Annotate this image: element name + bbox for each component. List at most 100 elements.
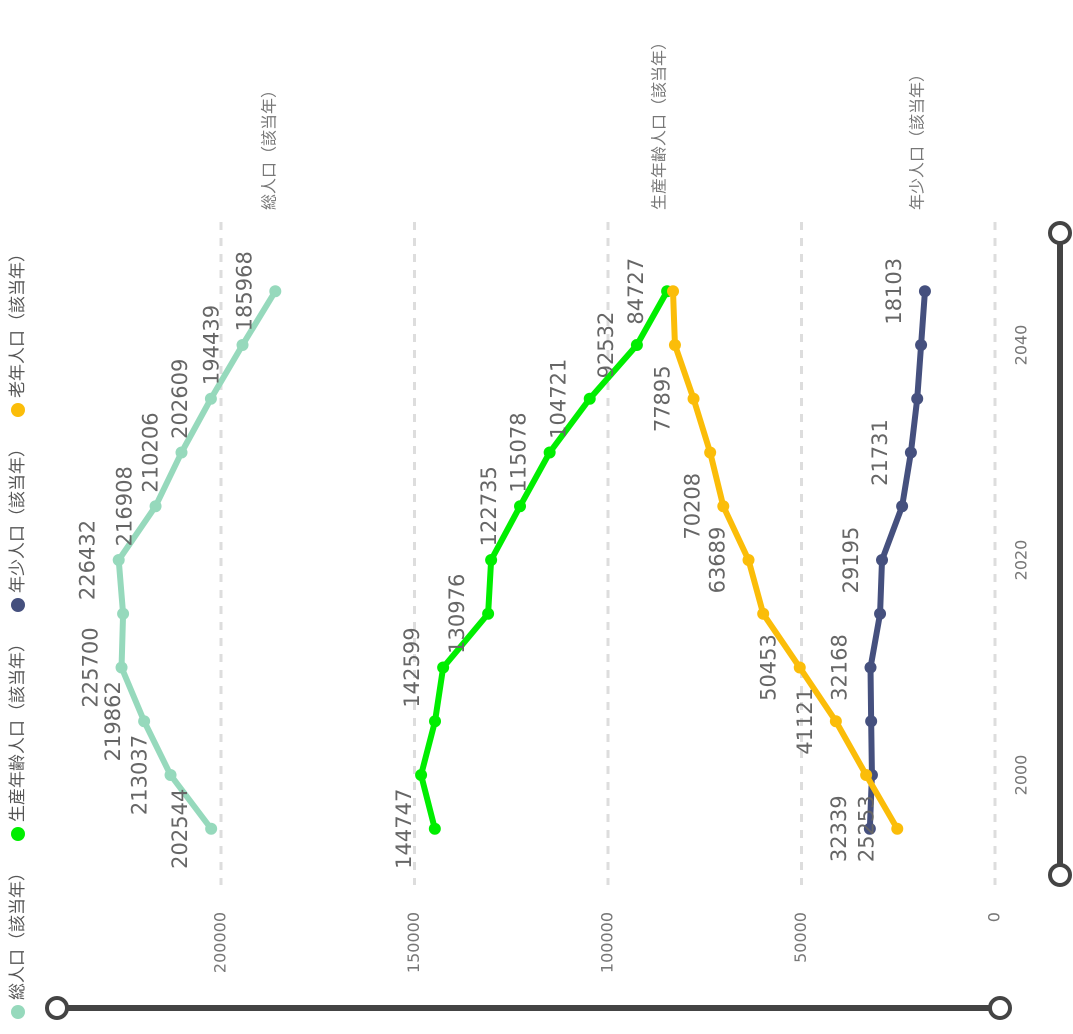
data-label: 70208	[680, 473, 704, 540]
data-point	[543, 446, 556, 459]
legend-label: 年少人口（該当年）	[8, 440, 28, 593]
data-label: 144747	[392, 789, 416, 869]
slider-handle[interactable]	[1048, 863, 1072, 887]
data-point	[915, 339, 928, 351]
y-tick-label: 0	[985, 912, 1004, 922]
data-point	[874, 607, 887, 620]
data-label: 219862	[101, 681, 125, 761]
data-label: 194439	[200, 305, 224, 385]
data-point	[115, 661, 128, 674]
data-point	[514, 500, 527, 513]
legend-item: 生産年齢人口（該当年）	[8, 635, 28, 841]
slider-handle[interactable]	[1048, 221, 1072, 245]
legend-marker	[11, 1005, 25, 1019]
data-point	[742, 554, 755, 566]
data-point	[630, 339, 643, 351]
data-point	[904, 446, 917, 459]
y-tick-label: 100000	[598, 912, 617, 973]
data-label: 32168	[828, 634, 852, 701]
data-point	[793, 661, 806, 674]
data-label: 21731	[868, 419, 892, 486]
data-point	[437, 661, 450, 674]
data-point	[428, 822, 441, 835]
data-label: 92532	[594, 312, 618, 379]
data-label: 63689	[706, 527, 730, 594]
data-label: 225700	[79, 627, 103, 707]
data-point	[138, 715, 151, 728]
data-label: 18103	[882, 258, 906, 325]
data-label: 32339	[827, 795, 851, 862]
legend-item: 総人口（該当年）	[8, 864, 28, 1019]
slider-handle[interactable]	[45, 996, 69, 1020]
legend-label: 総人口（該当年）	[8, 864, 28, 1000]
data-point	[829, 715, 842, 728]
data-point	[891, 822, 904, 835]
data-point	[482, 607, 495, 620]
data-point	[717, 500, 730, 513]
legend-label: 老年人口（該当年）	[8, 245, 28, 398]
x-tick-label: 2040	[1012, 325, 1031, 366]
data-point	[864, 661, 877, 674]
data-point	[911, 392, 924, 405]
data-point	[164, 769, 177, 781]
data-point	[667, 285, 680, 298]
legend-marker	[11, 827, 25, 841]
data-point	[485, 554, 498, 566]
y-tick-label: 200000	[211, 912, 230, 973]
data-label: 84727	[624, 258, 648, 325]
data-label: 213037	[128, 735, 152, 815]
legend-item: 年少人口（該当年）	[8, 440, 28, 612]
data-point	[117, 607, 130, 620]
data-point	[757, 607, 770, 620]
legend-marker	[11, 598, 25, 612]
data-label: 210206	[139, 412, 163, 492]
data-label: 29195	[839, 527, 863, 594]
x-tick-label: 2020	[1012, 540, 1031, 581]
data-label: 115078	[507, 412, 531, 492]
series-annotation: 総人口（該当年）	[260, 82, 279, 210]
data-label: 104721	[547, 359, 571, 439]
data-label: 122735	[477, 466, 501, 546]
legend-item: 老年人口（該当年）	[8, 245, 28, 417]
data-point	[687, 392, 700, 405]
data-label: 77895	[651, 365, 675, 432]
data-point	[429, 715, 442, 728]
series-annotation: 年少人口（該当年）	[908, 66, 927, 210]
x-range-slider[interactable]	[1048, 221, 1072, 887]
data-point	[149, 500, 162, 513]
data-label: 130976	[445, 574, 469, 654]
data-point	[112, 554, 125, 566]
data-point	[918, 285, 931, 298]
data-label: 50453	[757, 634, 781, 701]
legend-marker	[11, 403, 25, 417]
data-point	[269, 285, 282, 298]
data-label: 202609	[168, 359, 192, 439]
data-point	[204, 392, 217, 405]
series-annotation: 生産年齢人口（該当年）	[650, 34, 669, 210]
data-label: 185968	[232, 251, 256, 331]
slider-handle[interactable]	[988, 996, 1012, 1020]
data-point	[205, 822, 218, 835]
data-point	[865, 715, 878, 728]
data-point	[863, 822, 876, 835]
data-point	[896, 500, 909, 513]
data-label: 142599	[400, 627, 424, 707]
data-point	[668, 339, 681, 351]
data-point	[415, 769, 428, 781]
data-label: 226432	[76, 520, 100, 600]
data-label: 202544	[168, 789, 192, 869]
legend-label: 生産年齢人口（該当年）	[8, 635, 28, 822]
data-point	[236, 339, 249, 351]
data-point	[583, 392, 596, 405]
y-range-slider[interactable]	[45, 996, 1012, 1020]
data-label: 25253	[854, 795, 878, 862]
data-label: 41121	[793, 688, 817, 755]
x-tick-label: 2000	[1012, 755, 1031, 796]
data-point	[876, 554, 889, 566]
data-point	[175, 446, 188, 459]
data-label: 216908	[113, 466, 137, 546]
series-line	[418, 289, 670, 830]
data-point	[704, 446, 717, 459]
data-point	[860, 769, 873, 781]
y-tick-label: 150000	[404, 912, 423, 973]
